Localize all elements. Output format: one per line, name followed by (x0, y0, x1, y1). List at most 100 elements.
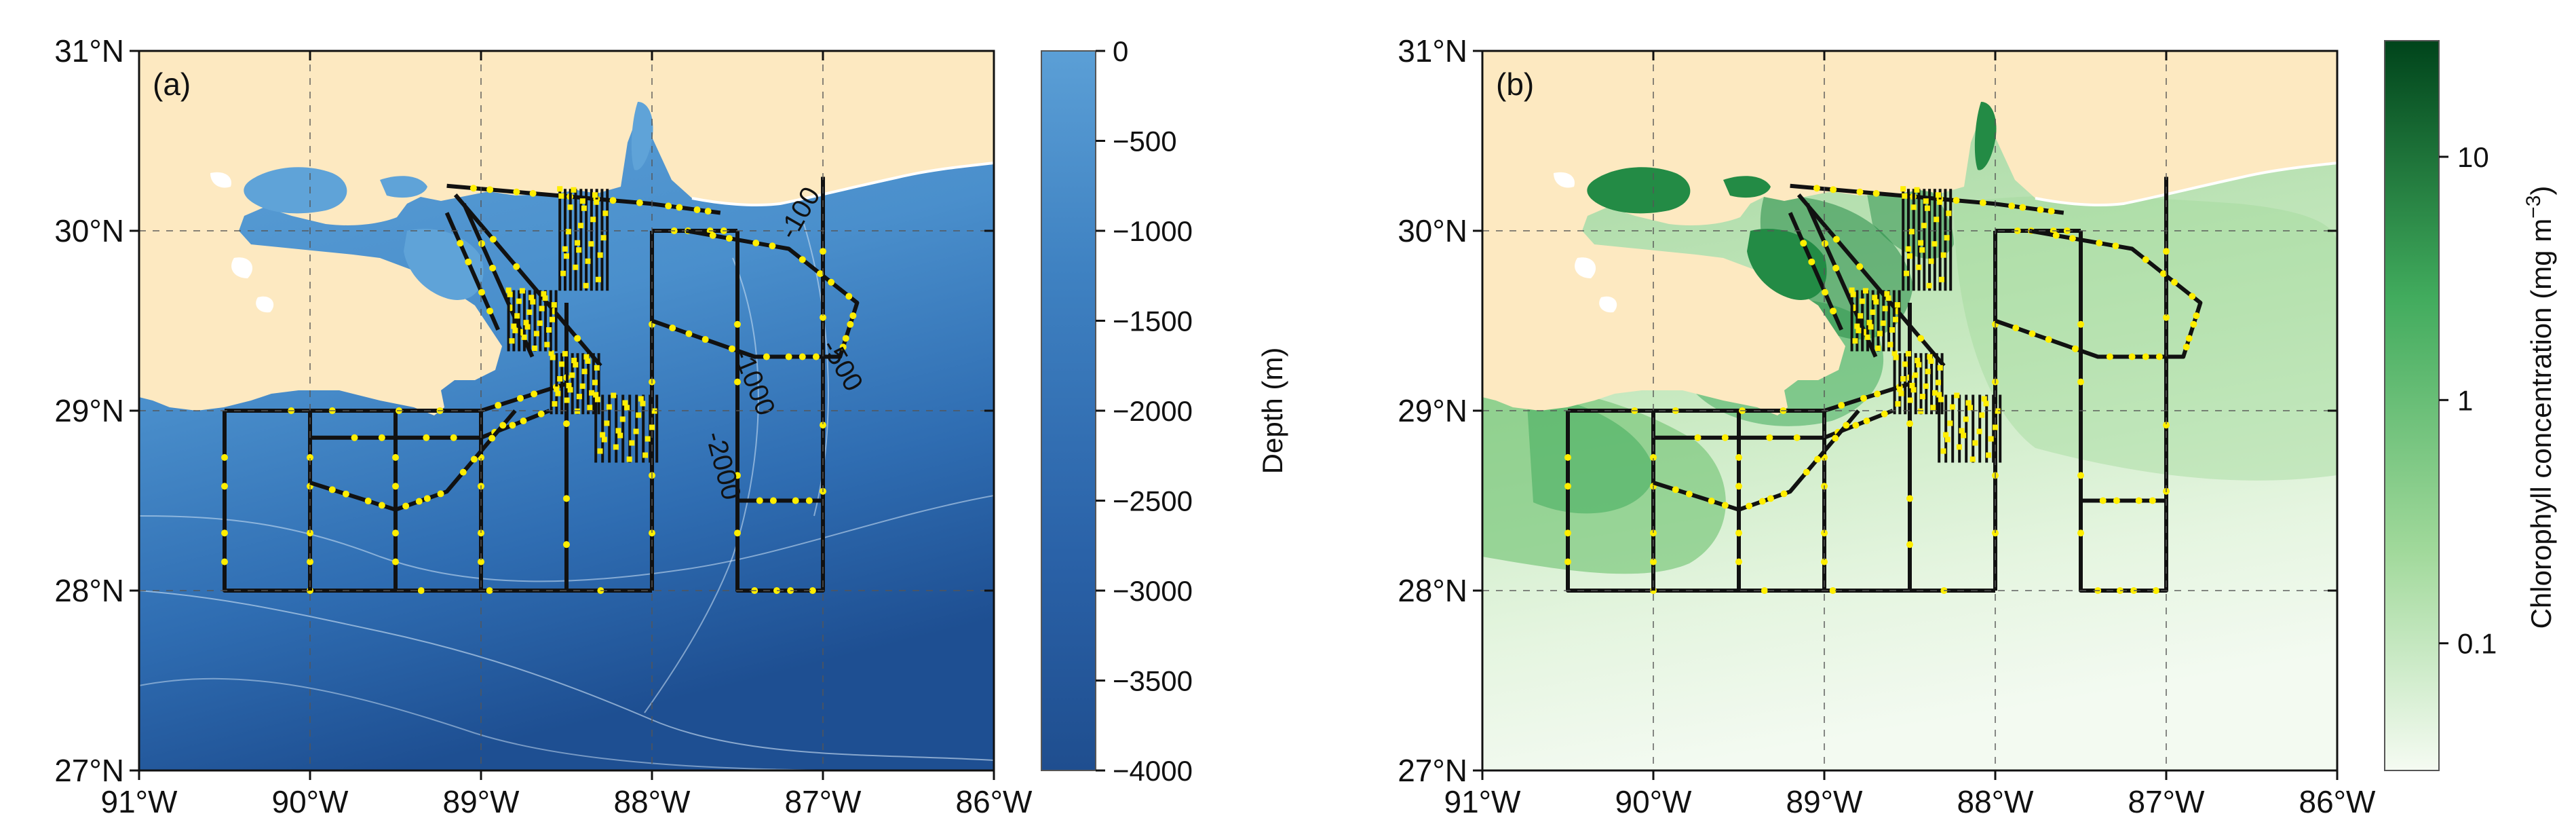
station-marker (564, 397, 570, 403)
depth-contour-thin (139, 495, 994, 582)
sample-point (574, 335, 581, 342)
sample-point (2189, 293, 2196, 300)
station-marker (1947, 420, 1953, 426)
station-marker (640, 401, 646, 407)
station-marker (1995, 408, 2001, 414)
station-marker (1860, 298, 1865, 304)
station-marker (1858, 313, 1864, 319)
station-marker (569, 372, 575, 378)
sample-point (1881, 410, 1888, 417)
station-marker (528, 295, 535, 301)
lake-b (1587, 167, 1691, 214)
station-marker (1877, 331, 1883, 337)
sample-point (459, 468, 467, 476)
sample-point (1829, 587, 1837, 594)
station-marker (594, 396, 600, 403)
station-marker (1928, 258, 1934, 264)
station-marker (638, 396, 644, 402)
station-marker (622, 400, 628, 406)
sample-point (1856, 188, 1864, 196)
sample-point (1767, 495, 1774, 502)
sample-point (809, 587, 816, 594)
sample-point (2077, 472, 2084, 479)
station-marker (560, 270, 566, 276)
station-marker (1976, 428, 1982, 434)
sample-point (847, 320, 854, 328)
station-marker (594, 365, 600, 371)
sample-point (756, 497, 763, 504)
sample-point (1564, 529, 1571, 537)
sample-point (1832, 434, 1839, 442)
sample-point (437, 490, 444, 498)
station-marker (1875, 346, 1881, 351)
station-marker (1885, 295, 1891, 301)
sample-point (734, 320, 741, 328)
sample-point (676, 204, 683, 211)
station-marker (1969, 456, 1976, 462)
sample-point (415, 498, 423, 505)
station-marker (514, 313, 520, 319)
station-marker (542, 295, 548, 301)
sample-point (1564, 558, 1571, 565)
station-marker (604, 420, 610, 426)
station-marker (565, 229, 571, 235)
station-marker (613, 444, 619, 450)
station-marker (546, 327, 552, 333)
station-marker (1954, 392, 1960, 398)
sample-point (609, 197, 617, 204)
station-marker (559, 361, 564, 367)
colorbar-a-tick-label: −2500 (1113, 485, 1193, 517)
sample-point (693, 206, 701, 213)
land-islet (256, 296, 274, 313)
lake-b (1723, 176, 1771, 198)
land-islet (210, 172, 231, 188)
depth-contour-thin (139, 677, 883, 770)
station-marker (585, 358, 591, 364)
sample-point (820, 248, 826, 255)
sample-point (1758, 498, 1766, 505)
sample-point (769, 242, 776, 250)
station-marker (1912, 372, 1919, 378)
station-marker (1918, 240, 1924, 246)
sample-point (1843, 422, 1850, 429)
sample-point (1872, 189, 1880, 197)
sample-point (489, 264, 497, 272)
ship-track (446, 183, 721, 215)
station-marker (593, 392, 599, 398)
sample-point (513, 188, 520, 196)
lon-tick-label: 86°W (956, 784, 1033, 819)
sample-point (2163, 248, 2170, 255)
station-marker (558, 193, 564, 199)
station-marker (1916, 362, 1922, 368)
sample-point (2155, 353, 2163, 360)
sample-point (805, 497, 813, 504)
sample-point (669, 324, 676, 332)
sample-point (392, 529, 399, 537)
sample-point (2128, 353, 2136, 360)
station-marker (567, 204, 573, 210)
station-marker (1891, 350, 1898, 356)
sample-point (1708, 498, 1715, 505)
sample-point (1953, 197, 1960, 204)
sample-point (1564, 483, 1571, 490)
station-marker (1887, 341, 1893, 348)
station-marker (1961, 432, 1967, 439)
sample-point (752, 240, 760, 247)
station-marker (583, 282, 589, 289)
colorbar-a-scale (1041, 50, 1096, 771)
sample-point (2077, 529, 2084, 537)
station-marker (1972, 440, 1978, 446)
sample-point (842, 335, 849, 342)
station-marker (576, 247, 582, 253)
sample-point (423, 495, 431, 502)
station-marker (597, 252, 603, 258)
sample-point (1735, 558, 1742, 565)
land-a (139, 51, 994, 415)
station-marker (592, 192, 598, 198)
sample-point (2037, 206, 2044, 213)
lon-tick-label: 88°W (1957, 784, 2035, 819)
sample-point (1564, 453, 1571, 461)
sample-point (1822, 240, 1829, 247)
sample-point (792, 497, 799, 504)
station-marker (1864, 334, 1870, 340)
